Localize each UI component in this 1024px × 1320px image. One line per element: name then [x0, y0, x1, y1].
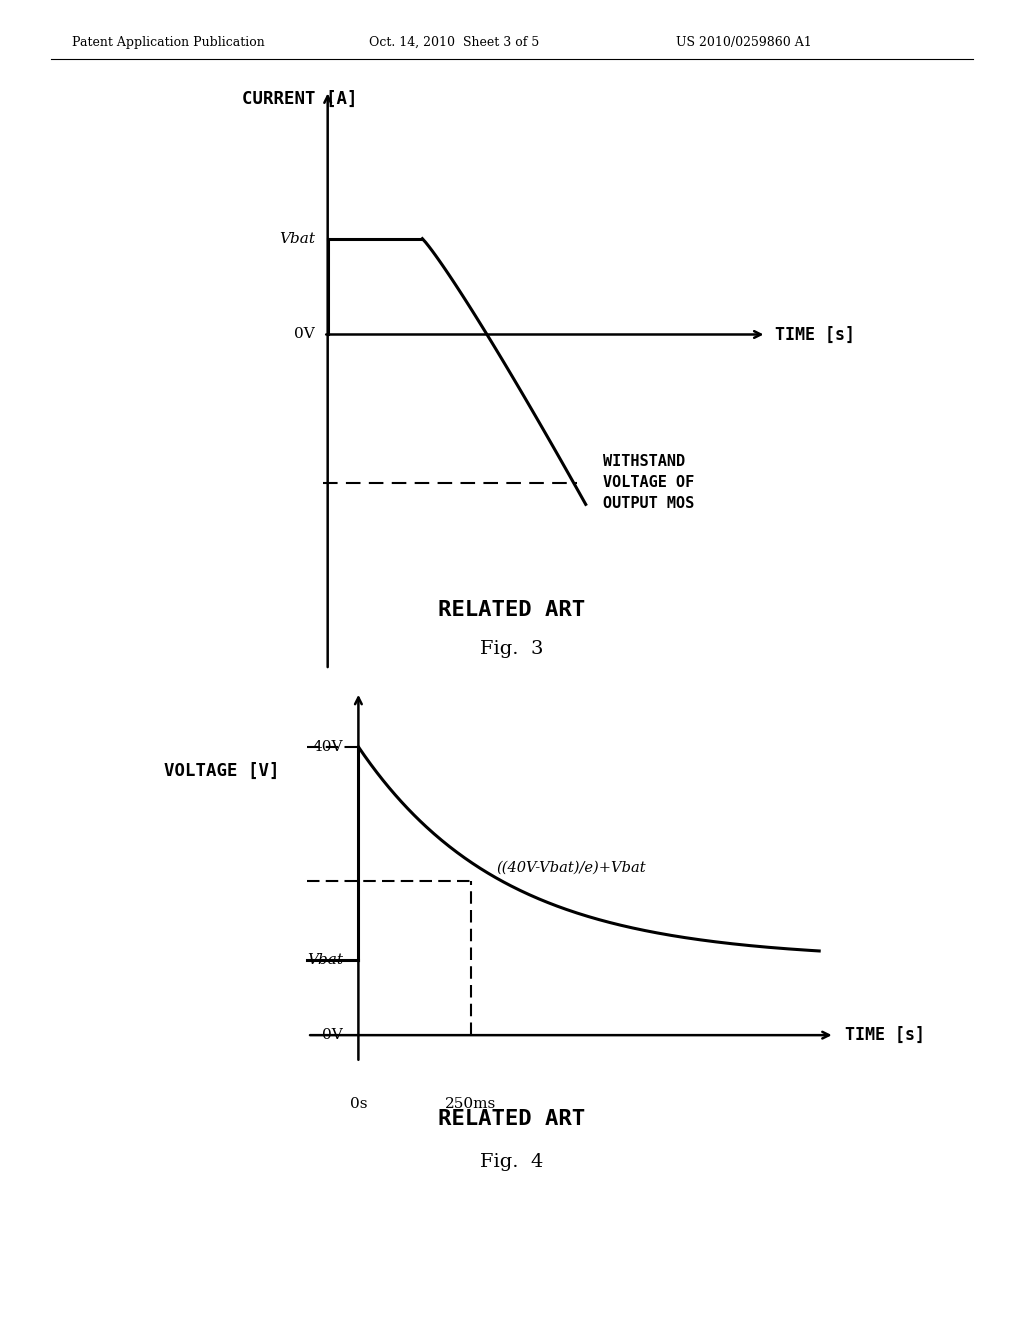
- Text: WITHSTAND
VOLTAGE OF
OUTPUT MOS: WITHSTAND VOLTAGE OF OUTPUT MOS: [603, 454, 694, 511]
- Text: Patent Application Publication: Patent Application Publication: [72, 36, 264, 49]
- Text: TIME [s]: TIME [s]: [775, 326, 855, 343]
- Text: RELATED ART: RELATED ART: [438, 1109, 586, 1130]
- Text: ((40V-Vbat)/e)+Vbat: ((40V-Vbat)/e)+Vbat: [497, 861, 646, 874]
- Text: Fig.  4: Fig. 4: [480, 1152, 544, 1171]
- Text: Vbat: Vbat: [307, 953, 343, 966]
- Text: 0V: 0V: [323, 1028, 343, 1043]
- Text: RELATED ART: RELATED ART: [438, 599, 586, 620]
- Text: Oct. 14, 2010  Sheet 3 of 5: Oct. 14, 2010 Sheet 3 of 5: [369, 36, 539, 49]
- Text: TIME [s]: TIME [s]: [845, 1026, 925, 1044]
- Text: 0s: 0s: [349, 1097, 368, 1111]
- Text: 0V: 0V: [294, 327, 314, 342]
- Text: Vbat: Vbat: [279, 231, 314, 246]
- Text: 250ms: 250ms: [445, 1097, 497, 1111]
- Text: Fig.  3: Fig. 3: [480, 640, 544, 659]
- Text: 40V: 40V: [312, 739, 343, 754]
- Text: US 2010/0259860 A1: US 2010/0259860 A1: [676, 36, 812, 49]
- Text: VOLTAGE [V]: VOLTAGE [V]: [164, 762, 280, 780]
- Text: CURRENT [A]: CURRENT [A]: [242, 90, 357, 108]
